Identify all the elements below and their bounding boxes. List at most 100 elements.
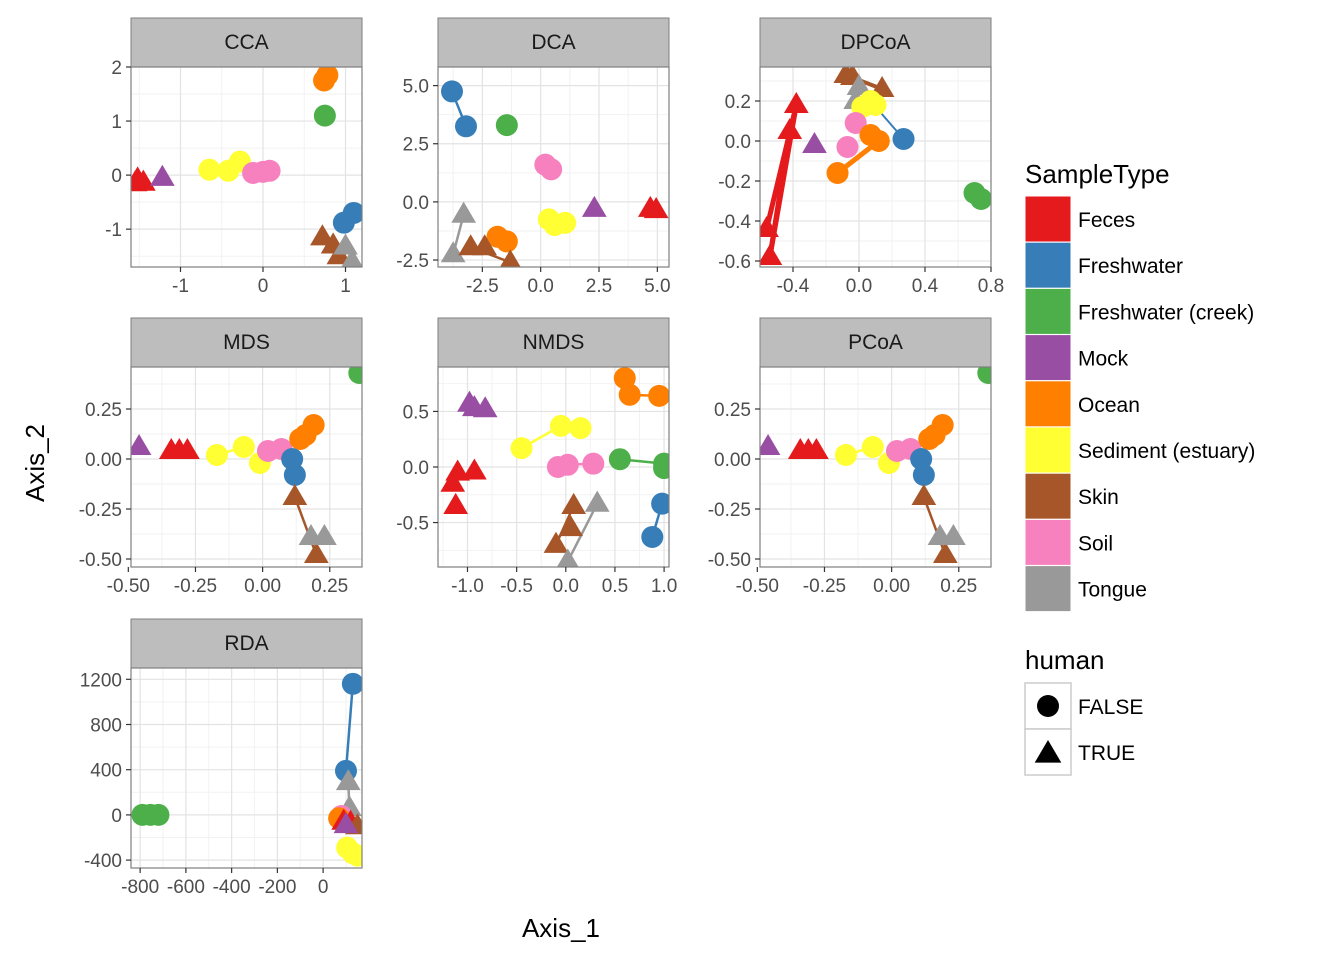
point-freshwater — [641, 526, 664, 548]
legend-key-freshwater-creek — [1024, 287, 1072, 335]
x-tick-label: 0.00 — [244, 576, 281, 597]
facet-strip — [437, 17, 670, 68]
point-feces — [760, 244, 783, 266]
y-tick-label: -2.5 — [396, 251, 429, 272]
panel-border — [437, 66, 670, 268]
x-tick-label: -2.5 — [466, 276, 499, 297]
point-sediment-estuary — [861, 436, 884, 458]
point-ocean — [931, 414, 954, 436]
x-tick-label: 1.0 — [651, 576, 677, 597]
x-tick-label: 0 — [258, 276, 269, 297]
point-freshwater — [912, 464, 935, 486]
point-freshwater-creek — [977, 367, 991, 384]
data-layer — [440, 80, 669, 267]
point-mock — [333, 812, 359, 834]
legend-label-freshwater-creek: Freshwater (creek) — [1078, 301, 1254, 324]
circle-icon — [1037, 695, 1059, 717]
facet-strip — [437, 317, 670, 368]
facet-strip-label: DPCoA — [840, 31, 910, 54]
point-sediment-estuary — [834, 444, 857, 466]
point-sediment-estuary — [232, 436, 255, 458]
point-ocean — [859, 124, 882, 146]
legend-key-tongue — [1024, 565, 1072, 613]
legend-label-human-true: TRUE — [1078, 742, 1135, 765]
point-soil — [844, 112, 867, 134]
point-sediment-estuary — [864, 94, 887, 116]
legend-key-mock — [1024, 334, 1072, 382]
legend-key-skin — [1024, 472, 1072, 520]
y-tick-label: -0.6 — [718, 252, 751, 273]
point-soil — [556, 453, 579, 476]
x-tick-label: 0.4 — [912, 276, 939, 297]
y-tick-label: 0.2 — [725, 92, 751, 113]
x-tick-label: 0.00 — [873, 576, 910, 597]
point-sediment-estuary — [205, 444, 228, 466]
point-freshwater-creek — [313, 104, 336, 127]
connector-skin — [293, 495, 318, 557]
y-tick-label: 0.25 — [714, 400, 751, 421]
x-tick-label: 0.0 — [527, 276, 553, 297]
point-mock — [802, 132, 827, 154]
panel-border — [130, 366, 363, 568]
point-ocean — [618, 383, 641, 406]
panel-rda: RDA -800 -600 -400 -200 0 -400 0 400 800 1200 — [80, 618, 363, 898]
point-feces — [443, 492, 469, 514]
y-axis-title: Axis_2 — [20, 424, 50, 502]
panel-background — [131, 668, 362, 868]
point-tongue — [341, 248, 362, 267]
point-tongue — [335, 769, 361, 791]
point-mock — [472, 396, 498, 418]
point-feces — [804, 438, 829, 460]
x-tick-label: -400 — [213, 877, 251, 898]
point-sediment-estuary — [554, 211, 577, 234]
point-skin — [911, 484, 937, 506]
x-tick-label: -0.4 — [777, 276, 810, 297]
point-tongue — [333, 233, 358, 255]
data-layer — [760, 367, 991, 564]
data-layer — [131, 367, 362, 564]
x-tick-label: -0.25 — [174, 576, 217, 597]
point-skin — [310, 224, 335, 246]
triangle-icon — [1034, 740, 1062, 763]
y-tick-label: -400 — [84, 851, 122, 872]
point-tongue — [312, 524, 337, 546]
facet-strip — [130, 317, 363, 368]
y-tick-label: 800 — [90, 715, 122, 736]
y-tick-label: -0.2 — [718, 172, 751, 193]
point-skin — [561, 492, 587, 514]
y-tick-label: 0 — [111, 166, 122, 187]
point-tongue — [440, 241, 466, 263]
point-soil — [582, 452, 605, 475]
point-sediment-estuary — [346, 844, 362, 867]
legend-label-feces: Feces — [1078, 209, 1135, 232]
x-tick-label: -200 — [258, 877, 296, 898]
y-tick-label: -0.4 — [718, 212, 751, 233]
human-legend: human FALSE TRUE — [1024, 645, 1143, 776]
x-tick-label: -0.50 — [107, 576, 150, 597]
point-skin — [282, 484, 308, 506]
panel-pcoa: PCoA -0.50 -0.25 0.00 0.25 -0.50 -0.25 0.00 0.25 — [708, 317, 992, 597]
legend-label-tongue: Tongue — [1078, 579, 1147, 602]
x-tick-label: -0.50 — [736, 576, 779, 597]
connector-freshwater — [344, 682, 355, 773]
x-tick-label: -0.25 — [803, 576, 846, 597]
point-freshwater — [892, 128, 915, 150]
panel-border — [130, 66, 363, 268]
facet-strip — [130, 618, 363, 669]
panel-cca: CCA -1 0 1 -1 0 1 2 — [105, 17, 363, 297]
legend-label-soil: Soil — [1078, 532, 1113, 555]
y-tick-label: 0.00 — [85, 450, 122, 471]
point-skin — [543, 531, 569, 553]
facet-strip-label: CCA — [224, 31, 268, 54]
data-layer — [440, 367, 669, 567]
point-feces — [175, 438, 200, 460]
x-tick-label: -0.5 — [500, 576, 533, 597]
sampletype-legend: SampleType Feces Freshwater Freshwater (cre… — [1024, 159, 1255, 613]
x-tick-label: -1 — [172, 276, 189, 297]
point-feces — [777, 118, 803, 140]
x-tick-label: 0.0 — [846, 276, 872, 297]
point-freshwater-creek — [495, 114, 518, 137]
point-soil — [540, 158, 563, 181]
point-freshwater — [455, 115, 477, 138]
